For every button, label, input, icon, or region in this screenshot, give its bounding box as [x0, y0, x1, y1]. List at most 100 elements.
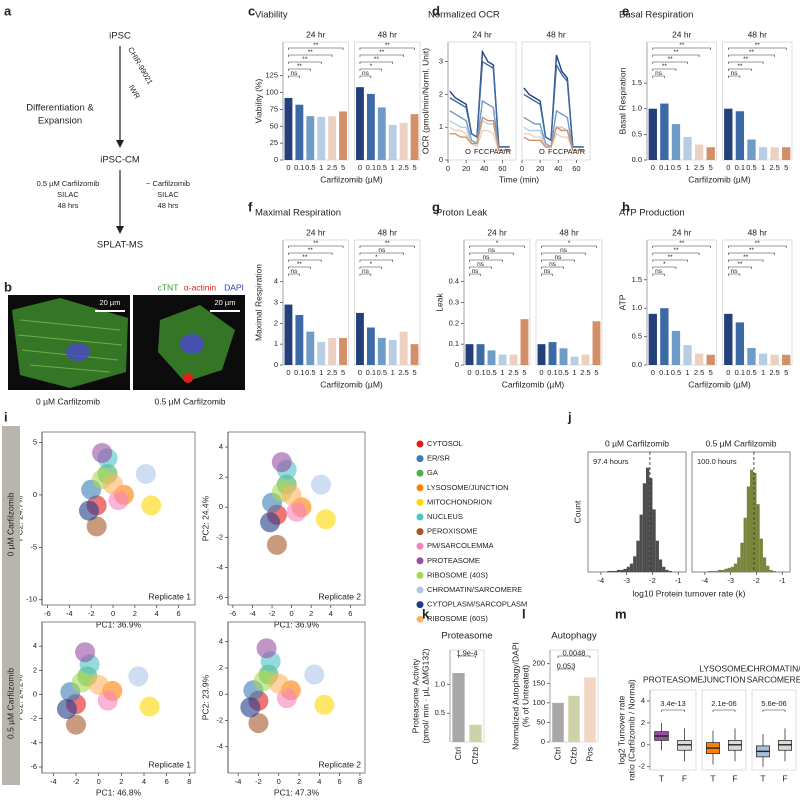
significance-label: * — [496, 240, 499, 247]
facet-title: LYSOSOME/ — [699, 663, 749, 673]
histogram-bar — [649, 478, 653, 572]
panel-letter: m — [615, 606, 627, 621]
bar — [465, 344, 474, 365]
significance-label: ns — [655, 70, 663, 77]
y-tick-label: 0 — [33, 490, 37, 499]
x-axis-label: Carfilzomib (µM) — [688, 174, 751, 184]
x-tick-label: 0.5 — [558, 368, 568, 377]
cluster — [135, 463, 156, 484]
condition: 48 hrs — [58, 201, 79, 210]
facet-frame — [449, 649, 485, 743]
histogram-bar — [766, 565, 770, 572]
x-tick-label: 2.5 — [398, 163, 408, 172]
legend-swatch — [416, 513, 424, 521]
x-tick-label: 0.5 — [377, 163, 387, 172]
panel-letter: i — [4, 409, 8, 424]
x-tick-label: 4 — [317, 777, 321, 786]
legend-label: RIBOSOME (40S) — [427, 570, 488, 579]
x-tick-label: 1 — [685, 368, 689, 377]
histogram-bar — [607, 570, 611, 572]
row-label: 0 µM Carfilzomib — [5, 492, 15, 556]
median-annotation: 100.0 hours — [697, 457, 737, 466]
cluster — [88, 674, 109, 695]
x-tick-label: 0.5 — [486, 368, 496, 377]
x-tick-label: F — [682, 773, 687, 783]
y-tick-label: 3 — [439, 57, 443, 66]
x-axis-label: PC1: 36.9% — [96, 619, 142, 629]
y-tick-label: -2 — [216, 532, 223, 541]
bracket — [359, 259, 394, 262]
series-line — [523, 126, 584, 151]
facet-title: PROTEASOME — [643, 674, 703, 684]
bar — [356, 87, 364, 160]
y-tick-label: 2 — [439, 89, 443, 98]
bracket — [727, 47, 787, 50]
panel-letter: j — [567, 409, 572, 424]
x-tick-label: 0.1 — [659, 368, 669, 377]
significance-label: * — [568, 240, 571, 247]
x-tick-label: F — [732, 773, 737, 783]
facet-label: 0.5 µM Carfilzomib — [705, 438, 776, 448]
significance-label: ** — [379, 49, 385, 56]
bar — [317, 342, 326, 365]
condition: 0.5 µM Carfilzomib — [37, 179, 100, 188]
histogram-bar — [730, 566, 734, 572]
legend-label: CHROMATIN/SARCOMERE — [427, 585, 522, 594]
x-tick-label: T — [760, 773, 765, 783]
significance-label: ns — [477, 261, 485, 268]
series-line — [449, 116, 510, 151]
bar — [476, 344, 485, 365]
significance-label: ns — [362, 70, 370, 77]
y-tick-label: -4 — [30, 738, 37, 747]
panel-letter: l — [522, 606, 526, 621]
significance-label: ** — [662, 63, 668, 70]
significance-label: ns — [483, 254, 491, 261]
y-axis-label: (% of Untreated) — [520, 665, 530, 728]
bracket — [359, 54, 404, 57]
bracket — [712, 709, 736, 712]
bar — [782, 354, 791, 365]
bracket — [652, 252, 700, 255]
bracket — [288, 245, 344, 248]
x-tick-label: T — [659, 773, 664, 783]
histogram-bar — [626, 566, 630, 572]
y-tick-label: 0 — [33, 689, 37, 698]
x-tick-label: -2 — [649, 576, 656, 585]
histogram-bar — [613, 570, 618, 572]
cluster — [103, 474, 124, 495]
x-tick-label: 0.1 — [294, 163, 304, 172]
bracket — [727, 252, 775, 255]
legend-label: PM/SARCOLEMMA — [427, 541, 494, 550]
bar — [706, 354, 715, 365]
x-tick-label: 40 — [480, 164, 488, 173]
y-tick-label: 0 — [219, 502, 223, 511]
x-tick-label: -3 — [623, 576, 630, 585]
y-tick-label: 0 — [274, 360, 278, 369]
legend-label: MITOCHONDRION — [427, 497, 492, 506]
bar — [660, 103, 669, 160]
x-axis-label: Carfilzomib (µM) — [688, 379, 751, 389]
y-tick-label: -4 — [216, 562, 223, 571]
chart-title: Basal Respiration — [619, 10, 693, 21]
y-tick-label: 0 — [455, 360, 459, 369]
y-tick-label: 0 — [641, 740, 645, 749]
histogram-bar — [724, 568, 728, 572]
cluster — [315, 509, 336, 530]
x-tick-label: 2.5 — [327, 163, 337, 172]
cluster — [268, 673, 289, 694]
x-tick-label: 0 — [539, 368, 543, 377]
y-tick-label: 1 — [439, 122, 443, 131]
x-tick-label: Ctrl — [552, 747, 562, 760]
bar — [648, 108, 657, 160]
sarcomere — [17, 319, 123, 373]
bracket — [541, 252, 586, 255]
x-tick-label: 5 — [522, 368, 526, 377]
bar — [548, 342, 557, 365]
facet-frame — [463, 239, 531, 366]
x-tick-label: -4 — [598, 576, 605, 585]
bracket — [727, 54, 775, 57]
y-axis-label: Viability (%) — [253, 78, 263, 123]
cluster — [256, 638, 277, 659]
facet-frame — [646, 239, 717, 366]
median-annotation: 97.4 hours — [593, 457, 629, 466]
